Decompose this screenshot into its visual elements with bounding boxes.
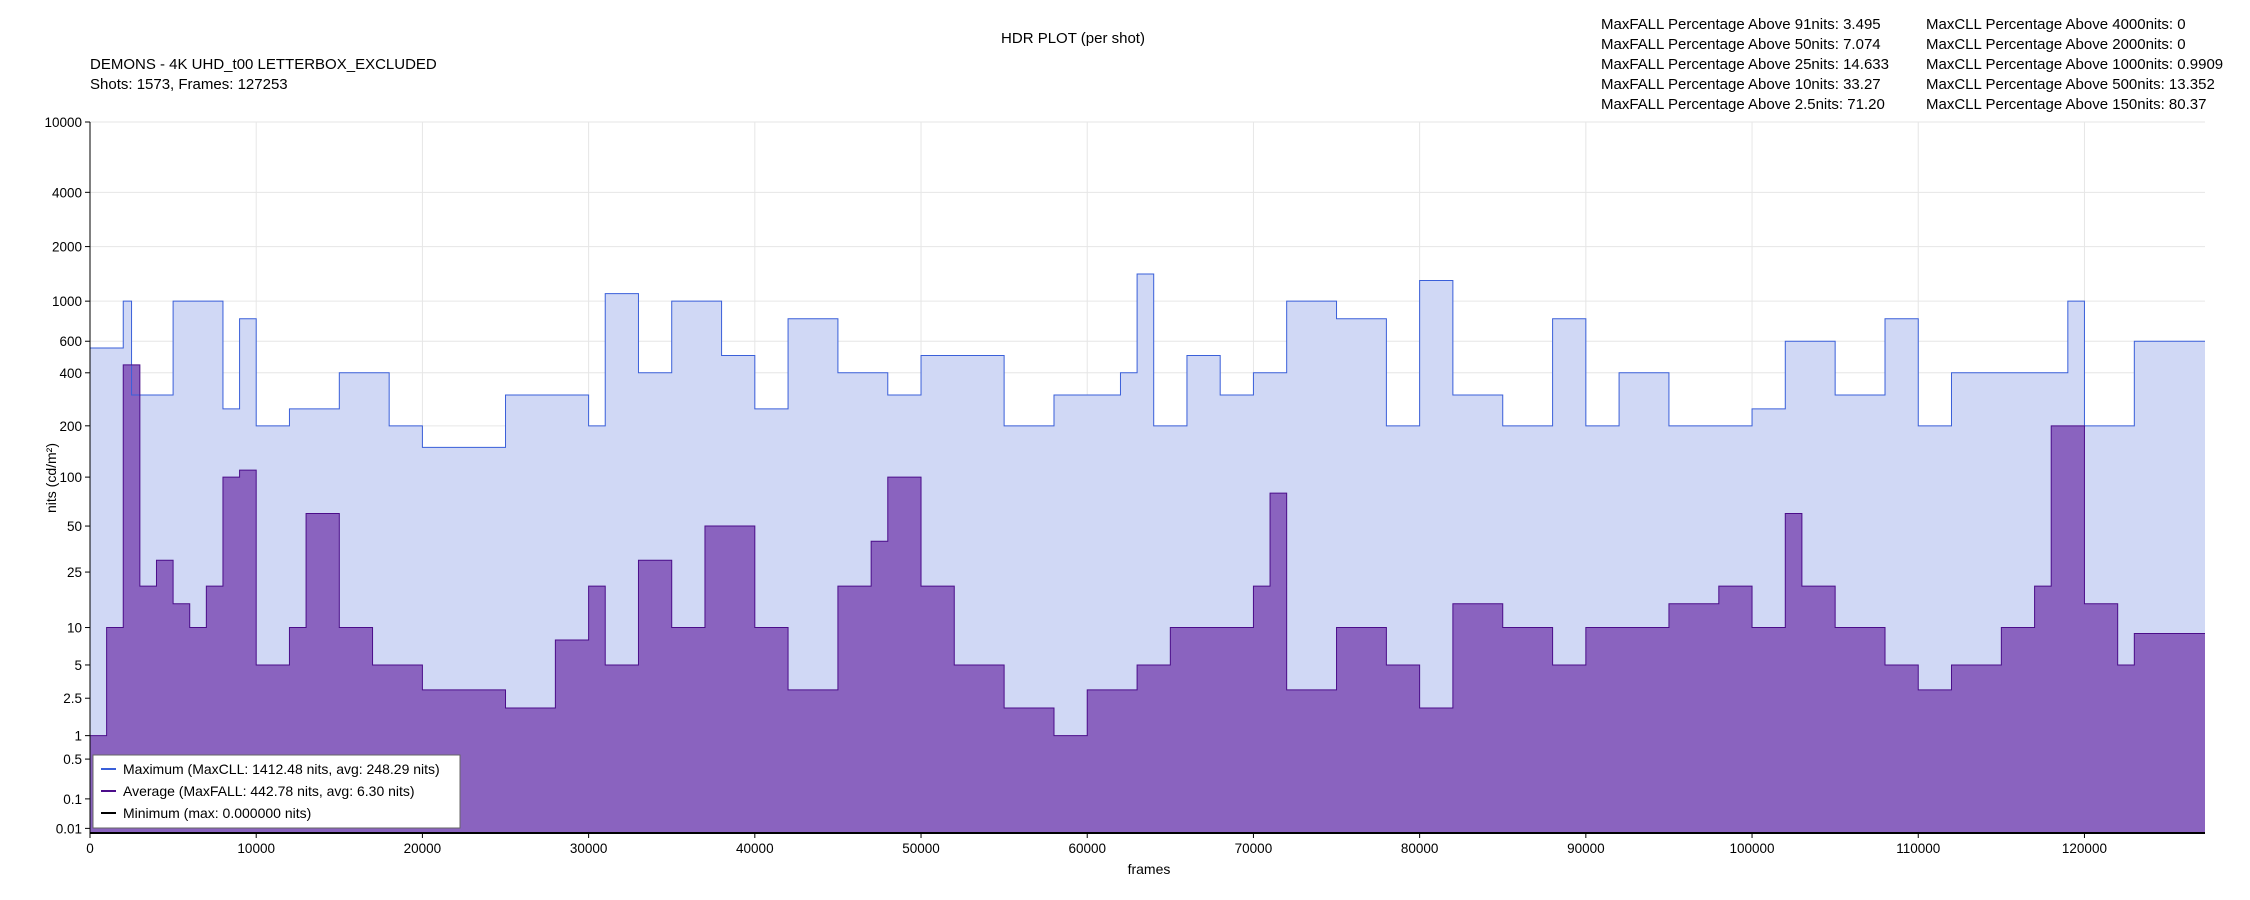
y-tick-label: 1000: [52, 294, 82, 309]
y-tick-label: 25: [67, 565, 82, 580]
x-tick-label: 70000: [1235, 841, 1273, 856]
series-max-line: [90, 273, 2205, 448]
y-axis-label: nits (cd/m²): [43, 443, 59, 513]
maxfall-stat: MaxFALL Percentage Above 50nits: 7.074: [1601, 36, 1881, 53]
maxcll-stat: MaxCLL Percentage Above 150nits: 80.37: [1926, 96, 2206, 113]
x-tick-label: 30000: [570, 841, 608, 856]
x-tick-label: 100000: [1730, 841, 1775, 856]
maxfall-stat: MaxFALL Percentage Above 25nits: 14.633: [1601, 56, 1889, 73]
x-tick-label: 40000: [736, 841, 774, 856]
y-tick-label: 0.1: [63, 792, 82, 807]
x-tick-label: 90000: [1567, 841, 1605, 856]
maxcll-stat: MaxCLL Percentage Above 500nits: 13.352: [1926, 76, 2215, 93]
y-tick-label: 10: [67, 621, 82, 636]
x-tick-label: 60000: [1068, 841, 1106, 856]
x-tick-label: 80000: [1401, 841, 1439, 856]
series-avg-area: [90, 364, 2205, 833]
maxfall-stat: MaxFALL Percentage Above 10nits: 33.27: [1601, 76, 1881, 93]
maxcll-stat: MaxCLL Percentage Above 2000nits: 0: [1926, 36, 2186, 53]
legend-entry-min: Minimum (max: 0.000000 nits): [123, 805, 311, 821]
y-tick-label: 1: [74, 729, 82, 744]
maxcll-stat: MaxCLL Percentage Above 4000nits: 0: [1926, 16, 2186, 33]
y-tick-label: 10000: [44, 115, 82, 130]
maxcll-stat: MaxCLL Percentage Above 1000nits: 0.9909: [1926, 56, 2223, 73]
x-tick-label: 110000: [1896, 841, 1940, 856]
legend-entry-avg: Average (MaxFALL: 442.78 nits, avg: 6.30…: [123, 783, 415, 799]
legend-box: [92, 754, 461, 829]
y-tick-label: 2.5: [63, 691, 82, 706]
y-tick-label: 0.01: [56, 821, 82, 836]
x-axis-label: frames: [1128, 861, 1171, 877]
series-avg-line: [90, 364, 2205, 737]
x-tick-label: 20000: [404, 841, 442, 856]
chart-subtitle-line: DEMONS - 4K UHD_t00 LETTERBOX_EXCLUDED: [90, 56, 437, 73]
chart-subtitle-line: Shots: 1573, Frames: 127253: [90, 76, 288, 93]
y-tick-label: 0.5: [63, 752, 82, 767]
y-tick-label: 400: [59, 366, 82, 381]
x-tick-label: 50000: [902, 841, 940, 856]
maxfall-stat: MaxFALL Percentage Above 91nits: 3.495: [1601, 16, 1881, 33]
axes: 0 10000 20000 30000 40000 50000 60000 70000 8000…: [44, 115, 2205, 856]
y-tick-label: 2000: [52, 240, 82, 255]
x-tick-label: 0: [86, 841, 94, 856]
y-tick-label: 100: [59, 470, 82, 485]
y-tick-label: 4000: [52, 185, 82, 200]
maxcll-stats: MaxCLL Percentage Above 4000nits: 0 MaxC…: [1926, 16, 2223, 113]
maxfall-stats: MaxFALL Percentage Above 91nits: 3.495 M…: [1601, 16, 1889, 113]
x-tick-label: 10000: [237, 841, 275, 856]
maxfall-stat: MaxFALL Percentage Above 2.5nits: 71.20: [1601, 96, 1885, 113]
legend: Maximum (MaxCLL: 1412.48 nits, avg: 248.…: [92, 754, 461, 829]
y-tick-label: 5: [74, 658, 82, 673]
chart-title: HDR PLOT (per shot): [1001, 30, 1145, 47]
y-tick-label: 600: [59, 334, 82, 349]
y-tick-label: 50: [67, 519, 82, 534]
x-tick-label: 120000: [2062, 841, 2107, 856]
y-tick-label: 200: [59, 419, 82, 434]
legend-entry-max: Maximum (MaxCLL: 1412.48 nits, avg: 248.…: [123, 761, 440, 777]
